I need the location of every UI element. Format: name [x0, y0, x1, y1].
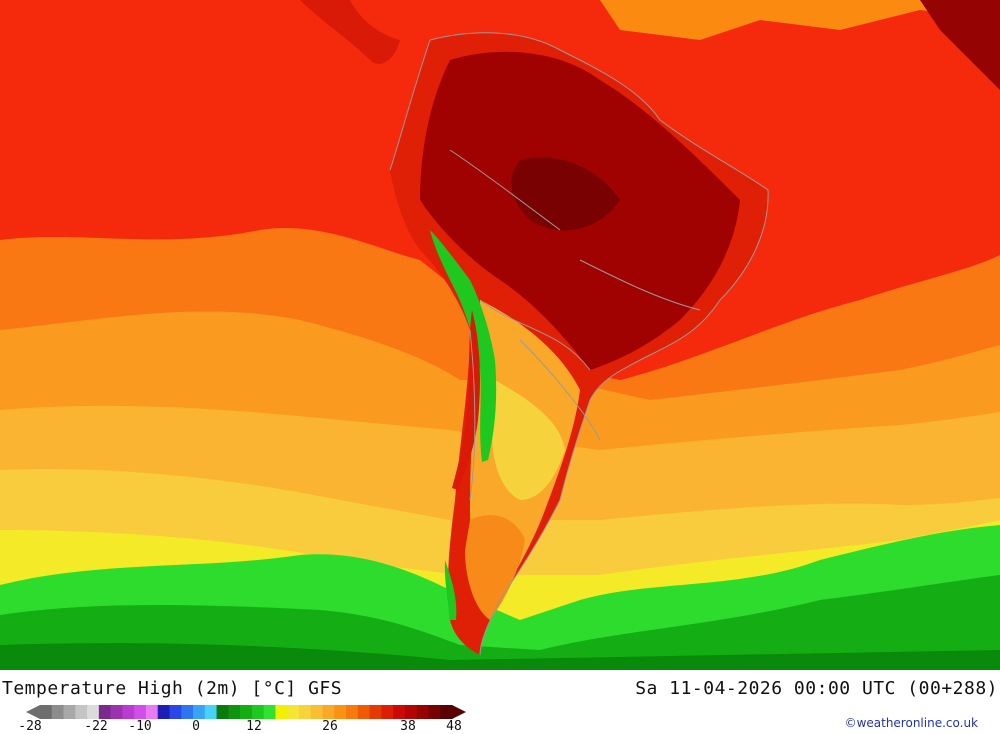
legend-swatch [181, 705, 194, 719]
legend-swatch [63, 705, 76, 719]
legend-ticks: -28 -22 -10 0 12 26 38 48 [0, 719, 480, 734]
patagonia-green [444, 560, 457, 620]
legend-swatch [275, 705, 288, 719]
legend-swatch [240, 705, 253, 719]
legend-swatch [110, 705, 123, 719]
legend-swatch [40, 705, 53, 719]
source-credit: ©weatheronline.co.uk [844, 716, 978, 730]
legend-swatch [357, 705, 371, 719]
southern-cone-yellow [491, 380, 565, 500]
legend-tick: 48 [446, 719, 462, 734]
legend-swatch [298, 705, 312, 719]
legend-tick: -28 [18, 719, 42, 734]
legend-swatch [334, 705, 347, 719]
legend-swatch [145, 705, 159, 719]
chile-red-strip [452, 310, 480, 490]
legend-swatch [428, 705, 441, 719]
legend-swatch [75, 705, 88, 719]
temperature-map [0, 0, 1000, 670]
country-borders [389, 32, 769, 656]
legend-tick: -22 [84, 719, 108, 734]
map-title: Temperature High (2m) [°C] GFS [2, 678, 343, 699]
legend-swatch [263, 705, 276, 719]
amazon-patch [511, 157, 620, 231]
legend-swatch [416, 705, 429, 719]
legend-tick: 26 [322, 719, 338, 734]
legend-swatch [51, 705, 65, 719]
valid-datetime: Sa 11-04-2026 00:00 UTC (00+288) [635, 678, 998, 699]
legend-swatch [216, 705, 229, 719]
legend-tick: 12 [246, 719, 262, 734]
legend-swatch [193, 705, 206, 719]
ocean-orange-band-north [0, 0, 1000, 40]
legend-swatch [169, 705, 182, 719]
legend-tick: -10 [128, 719, 152, 734]
legend-swatch [98, 705, 112, 719]
legend-swatch [251, 705, 265, 719]
legend-swatch [228, 705, 241, 719]
legend-swatch [381, 705, 394, 719]
legend-swatch [369, 705, 382, 719]
legend-swatch [122, 705, 135, 719]
legend-swatch [404, 705, 418, 719]
patagonia-orange [465, 515, 525, 620]
legend-swatch [87, 705, 100, 719]
legend-swatch [134, 705, 147, 719]
legend-tick: 0 [192, 719, 200, 734]
central-america [300, 0, 400, 64]
color-scale-legend [26, 705, 466, 719]
legend-swatch [287, 705, 300, 719]
legend-swatch [310, 705, 324, 719]
legend-swatch [440, 705, 453, 719]
legend-arrow-high [452, 705, 466, 719]
legend-swatch [157, 705, 170, 719]
legend-swatch [393, 705, 406, 719]
legend-swatch [204, 705, 218, 719]
andes-green [430, 230, 497, 462]
legend-tick: 38 [400, 719, 416, 734]
ocean-band-green-3 [0, 643, 1000, 670]
africa-corner [920, 0, 1000, 90]
legend-arrow-low [26, 705, 40, 719]
legend-swatch [346, 705, 359, 719]
legend-swatch [322, 705, 335, 719]
